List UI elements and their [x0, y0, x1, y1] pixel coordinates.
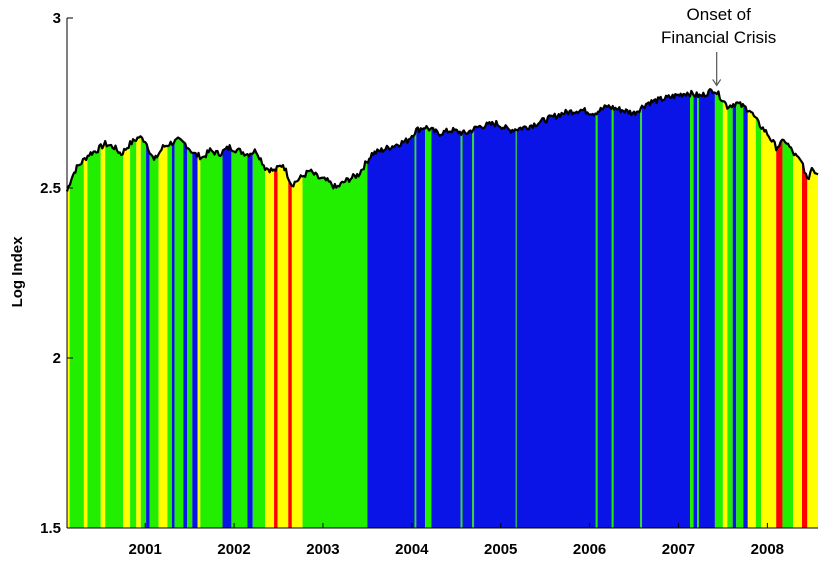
regime-band: [130, 18, 137, 528]
regime-band: [807, 18, 818, 528]
regime-band: [136, 18, 141, 528]
regime-band: [416, 18, 426, 528]
x-ticks: 2001 2002 2003 2004 2005 2006 2007 2008: [129, 523, 784, 558]
x-tick-label: 2001: [129, 541, 162, 558]
regime-band: [472, 18, 475, 528]
x-tick-label: 2008: [751, 541, 784, 558]
y-tick-label: 2: [53, 350, 61, 367]
regime-band: [776, 18, 783, 528]
regime-band: [171, 18, 175, 528]
regime-band: [736, 18, 744, 528]
above-line-mask: [67, 17, 818, 192]
regime-band: [747, 18, 756, 528]
regime-band: [192, 18, 198, 528]
x-tick-label: 2007: [662, 541, 695, 558]
x-tick-label: 2002: [217, 541, 250, 558]
y-axis-label: Log Index: [9, 236, 26, 307]
regime-band: [149, 18, 159, 528]
regime-band: [515, 18, 517, 528]
y-ticks: 1.5 2 2.5 3: [40, 10, 73, 537]
regime-band: [782, 18, 794, 528]
regime-band: [595, 18, 598, 528]
regime-band: [611, 18, 614, 528]
regime-band: [462, 18, 473, 528]
regime-band: [693, 18, 698, 528]
regime-band: [697, 18, 699, 528]
y-tick-label: 2.5: [40, 180, 61, 197]
regime-band: [793, 18, 802, 528]
regime-band: [83, 18, 88, 528]
regime-band: [100, 18, 106, 528]
x-tick-label: 2003: [306, 541, 339, 558]
regime-band: [743, 18, 748, 528]
regime-band: [183, 18, 187, 528]
regime-band: [722, 18, 728, 528]
x-tick-label: 2006: [573, 541, 606, 558]
regime-band: [146, 18, 150, 528]
regime-band: [158, 18, 168, 528]
regime-band: [425, 18, 432, 528]
annotation-text-line-1: Onset of: [687, 5, 752, 24]
annotation: Onset of Financial Crisis: [661, 5, 776, 87]
regime-band: [732, 18, 737, 528]
regime-band: [761, 18, 777, 528]
regime-band: [67, 18, 70, 528]
annotation-arrowhead-icon: [712, 79, 722, 87]
regime-band: [167, 18, 172, 528]
regime-band: [690, 18, 694, 528]
regime-band: [460, 18, 463, 528]
regime-band: [755, 18, 762, 528]
regime-band: [288, 18, 292, 528]
regime-band: [186, 18, 193, 528]
regime-band: [140, 18, 147, 528]
regime-band: [222, 18, 232, 528]
regime-band: [274, 18, 278, 528]
regime-band: [414, 18, 417, 528]
regime-band: [291, 18, 303, 528]
regime-band: [698, 18, 715, 528]
series-line: [65, 88, 819, 192]
regime-band: [597, 18, 612, 528]
regime-band: [802, 18, 808, 528]
x-tick-label: 2004: [395, 541, 429, 558]
axes: 1.522.53 2001 2002 2003 2004 2005 2006 2007 200…: [40, 10, 818, 558]
regime-band: [247, 18, 253, 528]
regime-band: [174, 18, 184, 528]
regime-band: [122, 18, 131, 528]
annotation-text-line-2: Financial Crisis: [661, 28, 776, 47]
regime-band: [277, 18, 289, 528]
y-tick-label: 3: [53, 10, 61, 27]
regime-band: [640, 18, 643, 528]
regime-band: [265, 18, 275, 528]
regime-band: [197, 18, 201, 528]
regime-band: [714, 18, 723, 528]
regime-band: [727, 18, 733, 528]
x-tick-label: 2005: [484, 541, 517, 558]
y-tick-label: 1.5: [40, 520, 61, 537]
